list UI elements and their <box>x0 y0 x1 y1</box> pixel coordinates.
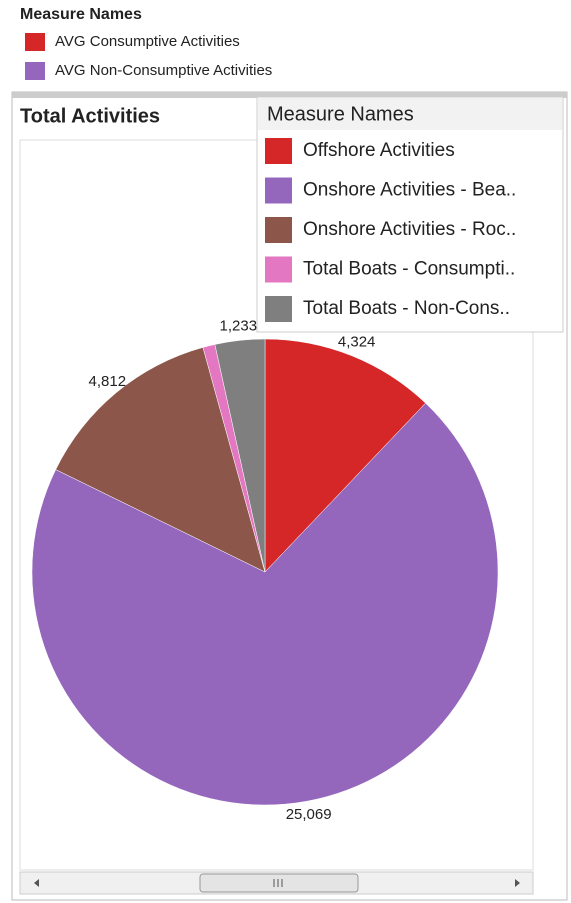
legend-swatch <box>265 138 292 164</box>
legend-title: Measure Names <box>267 103 414 125</box>
legend-swatch <box>25 62 45 80</box>
data-label: 1,233 <box>220 317 258 334</box>
pie-slice <box>55 347 266 573</box>
scroll-grip <box>273 879 283 887</box>
legend-label: AVG Consumptive Activities <box>55 33 240 50</box>
legend: Offshore Activities Onshore Activities - … <box>265 138 516 322</box>
data-label: 4,812 <box>89 373 127 390</box>
scroll-left[interactable] <box>34 879 39 887</box>
legend-label: Total Boats - Non-Cons.. <box>303 298 510 319</box>
pie-slice <box>214 338 266 573</box>
legend-swatch <box>265 217 292 243</box>
panel-top-bar <box>12 92 567 98</box>
pie-slice <box>264 338 426 573</box>
legend-label: Offshore Activities <box>303 140 455 161</box>
legend-swatch <box>265 177 292 204</box>
legend-label: Total Boats - Consumpti.. <box>303 259 515 280</box>
legend-label: Onshore Activities - Bea.. <box>303 180 516 201</box>
chart-title: Total Activities <box>20 105 160 127</box>
scroll-right[interactable] <box>515 879 520 887</box>
legend-box <box>256 96 564 333</box>
legend-swatch <box>25 33 45 51</box>
legend-label: Onshore Activities - Roc.. <box>303 219 516 240</box>
legend-title: Measure Names <box>20 6 142 23</box>
pie: 4,324 25,069 4,812 1,233 <box>31 317 499 823</box>
legend-swatch <box>265 296 292 322</box>
legend-header <box>258 98 562 130</box>
legend-swatch <box>265 256 292 283</box>
pie-slice <box>31 402 499 806</box>
scroll-thumb[interactable] <box>199 873 359 893</box>
legend-label: AVG Non-Consumptive Activities <box>55 62 272 79</box>
data-label: 25,069 <box>286 806 332 823</box>
data-label: 4,324 <box>338 334 376 351</box>
